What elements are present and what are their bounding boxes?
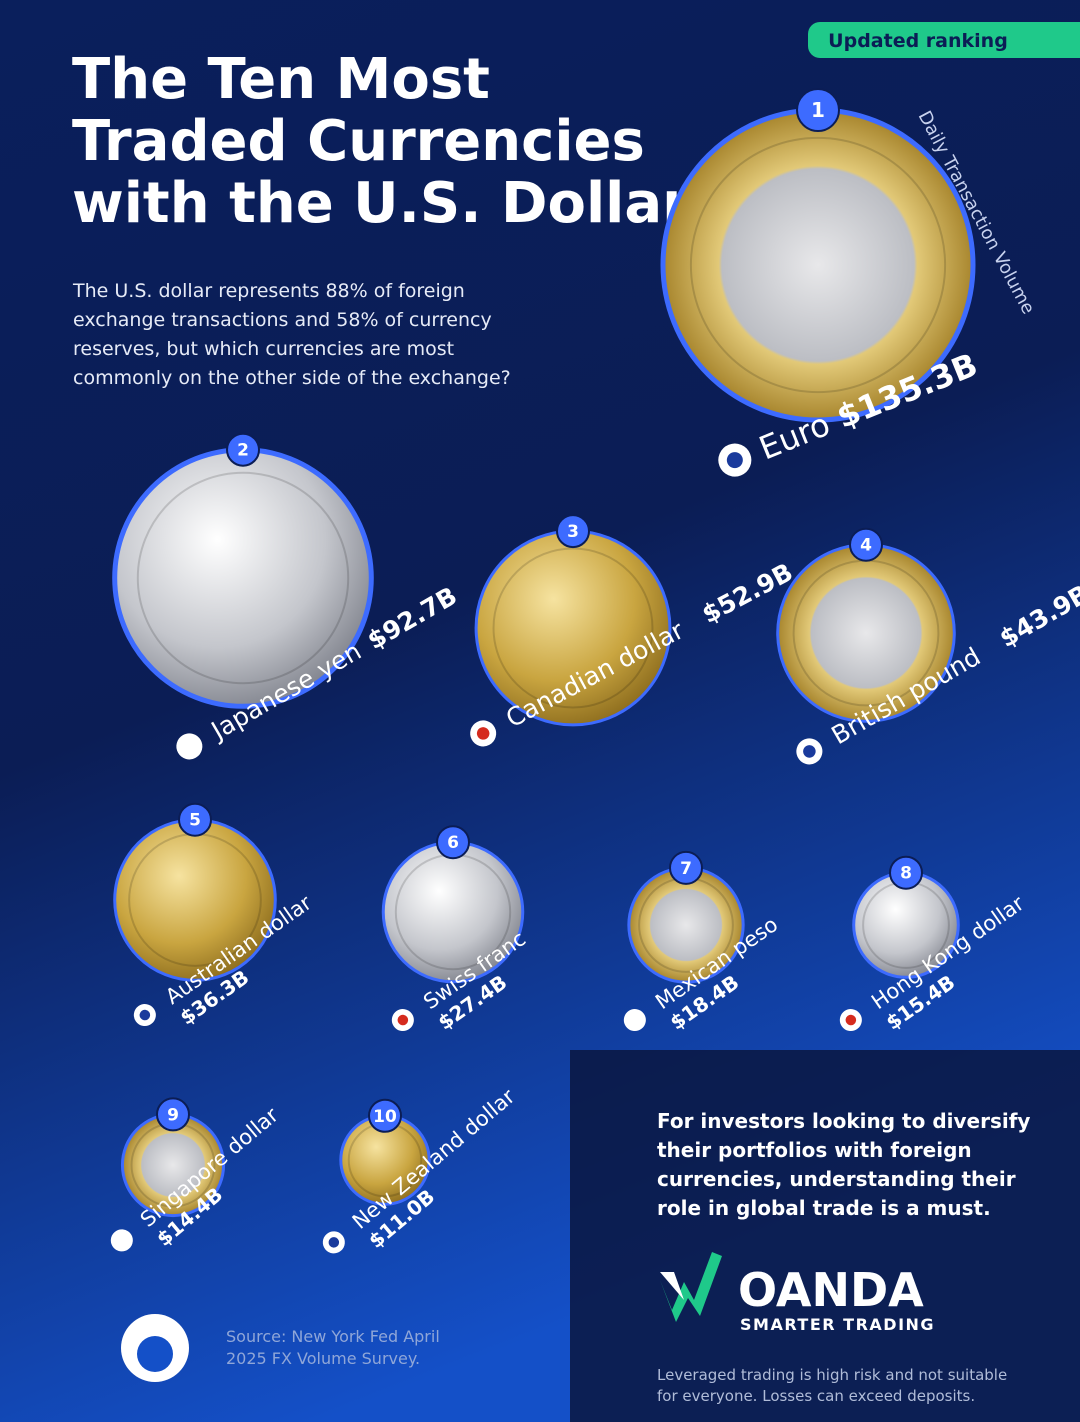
rank: 2 xyxy=(237,441,249,461)
closing-line: currencies, understanding their xyxy=(657,1167,1016,1191)
coin-inner xyxy=(492,547,654,709)
flag-mark xyxy=(845,1014,857,1026)
rank-badge xyxy=(556,514,590,549)
rank: 8 xyxy=(900,864,912,884)
flag-mark xyxy=(116,1235,128,1246)
closing-line: For investors looking to diversify xyxy=(657,1109,1030,1133)
flag-mark xyxy=(139,1009,151,1021)
intro-line: reserves, but which currencies are most xyxy=(73,338,454,360)
title-line: The Ten Most xyxy=(72,47,490,112)
title-line: Traded Currencies xyxy=(72,109,645,174)
badge-text: Updated ranking xyxy=(828,30,1008,52)
rank-badge xyxy=(368,1098,402,1133)
publisher-icon xyxy=(121,1314,189,1382)
rank: 10 xyxy=(373,1107,397,1127)
rank: 7 xyxy=(680,859,692,879)
intro-line: exchange transactions and 58% of currenc… xyxy=(73,309,492,331)
flag-mark xyxy=(629,1014,641,1026)
rank: 4 xyxy=(860,536,872,556)
disclaimer: Leveraged trading is high risk and not s… xyxy=(657,1366,1007,1405)
rank: 5 xyxy=(189,811,201,831)
logo xyxy=(660,1252,722,1322)
rank: 6 xyxy=(447,833,459,853)
rank-badge xyxy=(156,1097,190,1132)
disclaimer-line: for everyone. Losses can exceed deposits… xyxy=(657,1387,975,1405)
rank-badge xyxy=(178,802,212,837)
flag-mark xyxy=(803,745,816,758)
badge xyxy=(808,22,1080,58)
closing-line: role in global trade is a must. xyxy=(657,1196,991,1220)
closing-line: their portfolios with foreign xyxy=(657,1138,972,1162)
rank: 1 xyxy=(811,98,825,122)
coin-inner xyxy=(136,471,350,685)
flag-mark xyxy=(397,1014,409,1026)
rank-badge xyxy=(796,88,840,132)
intro-line: commonly on the other side of the exchan… xyxy=(73,367,511,389)
closing: For investors looking to diversify their … xyxy=(657,1109,1030,1220)
flag-mark xyxy=(726,452,743,469)
flag-mark xyxy=(183,740,196,753)
coin xyxy=(113,818,277,982)
brand-name: OANDA xyxy=(738,1263,924,1317)
coin-inner xyxy=(689,136,947,394)
source: Source: New York Fed April 2025 FX Volume… xyxy=(226,1327,440,1368)
disclaimer-line: Leveraged trading is high risk and not s… xyxy=(657,1366,1007,1384)
source-line: 2025 FX Volume Survey. xyxy=(226,1349,420,1368)
rank: 3 xyxy=(567,522,579,542)
rank-badge xyxy=(849,527,883,562)
source-line: Source: New York Fed April xyxy=(226,1327,440,1346)
intro-line: The U.S. dollar represents 88% of foreig… xyxy=(72,280,465,302)
brand-tagline: SMARTER TRADING xyxy=(740,1315,935,1334)
panel xyxy=(570,1050,1080,1422)
title-line: with the U.S. Dollar xyxy=(72,171,690,236)
flag-mark xyxy=(328,1237,340,1248)
intro: The U.S. dollar represents 88% of foreig… xyxy=(72,280,511,389)
rank-badge xyxy=(669,850,703,885)
rank-badge xyxy=(436,825,470,860)
rank-badge xyxy=(889,855,923,890)
flag-mark xyxy=(476,727,490,740)
rank-badge xyxy=(226,432,260,467)
rank: 9 xyxy=(167,1105,179,1125)
